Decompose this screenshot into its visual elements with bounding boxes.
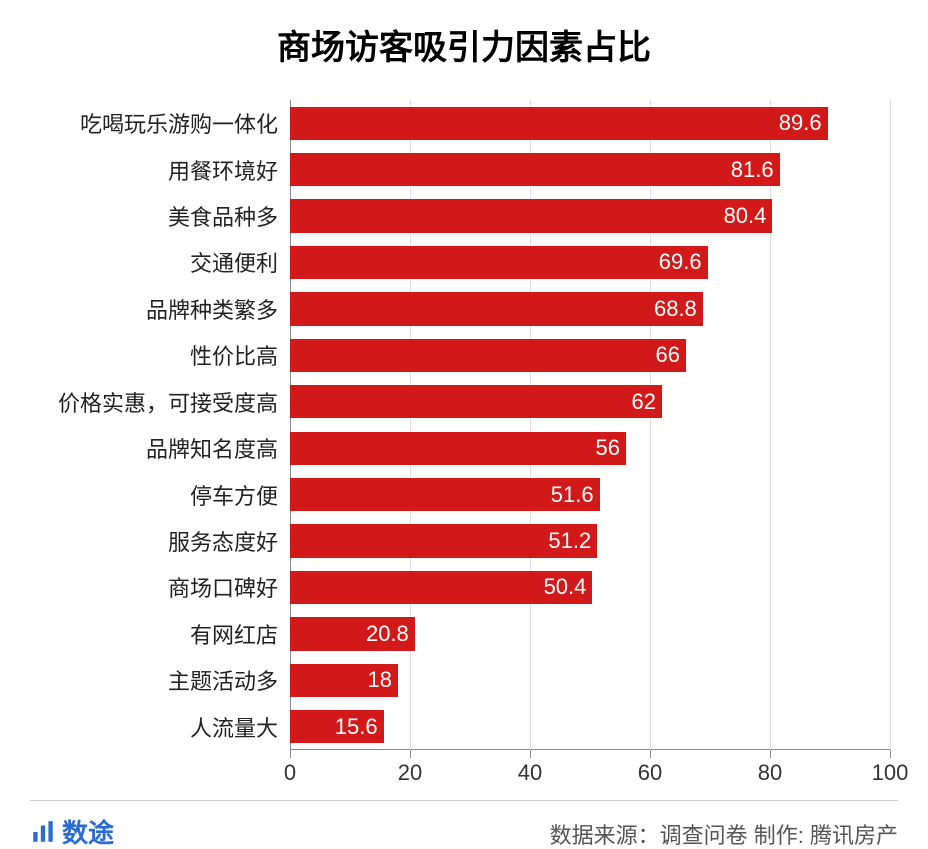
bar-category-label: 价格实惠，可接受度高 — [58, 386, 290, 418]
bar-value-label: 81.6 — [731, 157, 774, 183]
chart-title: 商场访客吸引力因素占比 — [0, 20, 928, 69]
bar-category-label: 品牌知名度高 — [146, 432, 290, 464]
bar-row: 服务态度好51.2 — [290, 524, 890, 557]
x-tick — [650, 750, 651, 758]
x-tick — [410, 750, 411, 758]
x-tick-label: 40 — [518, 760, 542, 786]
bar-value-label: 51.6 — [551, 482, 594, 508]
bar: 66 — [290, 339, 686, 372]
bar-value-label: 18 — [368, 667, 392, 693]
bar-value-label: 20.8 — [366, 621, 409, 647]
bar-row: 用餐环境好81.6 — [290, 153, 890, 186]
bar: 68.8 — [290, 292, 703, 325]
bar-value-label: 56 — [596, 435, 620, 461]
x-tick-label: 60 — [638, 760, 662, 786]
x-tick-label: 80 — [758, 760, 782, 786]
bar-value-label: 66 — [656, 342, 680, 368]
bar-row: 价格实惠，可接受度高62 — [290, 385, 890, 418]
x-tick — [890, 750, 891, 758]
y-axis-line — [290, 100, 291, 750]
bar: 56 — [290, 432, 626, 465]
bar-category-label: 有网红店 — [190, 618, 290, 650]
bar-row: 性价比高66 — [290, 339, 890, 372]
x-tick — [290, 750, 291, 758]
bar-value-label: 50.4 — [544, 574, 587, 600]
bar: 89.6 — [290, 107, 828, 140]
bar-value-label: 89.6 — [779, 110, 822, 136]
bar-row: 停车方便51.6 — [290, 478, 890, 511]
footer-brand-text: 数途 — [62, 813, 114, 849]
x-grid-line — [650, 100, 651, 750]
chart-footer: 数途 数据来源：调查问卷 制作: 腾讯房产 — [30, 800, 898, 849]
bar-category-label: 美食品种多 — [168, 200, 290, 232]
bar: 50.4 — [290, 571, 592, 604]
bar-category-label: 性价比高 — [190, 339, 290, 371]
footer-brand: 数途 — [30, 813, 114, 849]
bar-value-label: 51.2 — [548, 528, 591, 554]
x-grid-line — [410, 100, 411, 750]
bar: 80.4 — [290, 199, 772, 232]
bar-value-label: 62 — [632, 389, 656, 415]
bar: 20.8 — [290, 617, 415, 650]
bar: 81.6 — [290, 153, 780, 186]
bar-category-label: 商场口碑好 — [168, 571, 290, 603]
bar-row: 品牌知名度高56 — [290, 432, 890, 465]
x-tick — [770, 750, 771, 758]
bar-category-label: 人流量大 — [190, 711, 290, 743]
x-grid-line — [890, 100, 891, 750]
bar-row: 交通便利69.6 — [290, 246, 890, 279]
bar: 51.2 — [290, 524, 597, 557]
bar-category-label: 吃喝玩乐游购一体化 — [80, 107, 290, 139]
bar-row: 有网红店20.8 — [290, 617, 890, 650]
bar-category-label: 用餐环境好 — [168, 154, 290, 186]
bar-row: 品牌种类繁多68.8 — [290, 292, 890, 325]
x-grid-line — [770, 100, 771, 750]
x-tick — [530, 750, 531, 758]
bar-row: 美食品种多80.4 — [290, 199, 890, 232]
bar: 51.6 — [290, 478, 600, 511]
chart-container: 商场访客吸引力因素占比 020406080100吃喝玩乐游购一体化89.6用餐环… — [0, 0, 928, 849]
bar-value-label: 15.6 — [335, 714, 378, 740]
bar: 15.6 — [290, 710, 384, 743]
x-grid-line — [530, 100, 531, 750]
bar-category-label: 主题活动多 — [168, 664, 290, 696]
bar-value-label: 68.8 — [654, 296, 697, 322]
x-axis-line — [290, 749, 890, 750]
chart-plot-area: 020406080100吃喝玩乐游购一体化89.6用餐环境好81.6美食品种多8… — [290, 100, 890, 750]
bar-category-label: 交通便利 — [190, 246, 290, 278]
footer-source-text: 数据来源：调查问卷 制作: 腾讯房产 — [550, 818, 898, 849]
bar-value-label: 80.4 — [724, 203, 767, 229]
bar-category-label: 停车方便 — [190, 479, 290, 511]
x-tick-label: 0 — [284, 760, 296, 786]
bar-value-label: 69.6 — [659, 249, 702, 275]
bar-row: 商场口碑好50.4 — [290, 571, 890, 604]
bar: 69.6 — [290, 246, 708, 279]
bar-category-label: 服务态度好 — [168, 525, 290, 557]
bar-row: 吃喝玩乐游购一体化89.6 — [290, 107, 890, 140]
bar-row: 人流量大15.6 — [290, 710, 890, 743]
bar: 62 — [290, 385, 662, 418]
x-tick-label: 100 — [872, 760, 909, 786]
bar-row: 主题活动多18 — [290, 664, 890, 697]
bar: 18 — [290, 664, 398, 697]
bar-chart-icon — [30, 819, 56, 845]
x-tick-label: 20 — [398, 760, 422, 786]
bar-category-label: 品牌种类繁多 — [146, 293, 290, 325]
